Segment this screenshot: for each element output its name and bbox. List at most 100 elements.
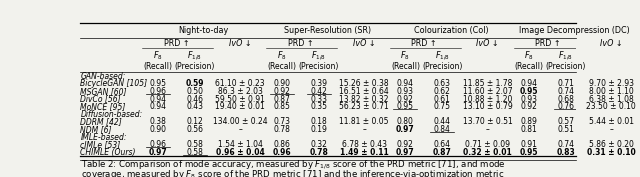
Text: 0.90: 0.90 (149, 125, 166, 134)
Text: PRD ↑: PRD ↑ (287, 39, 313, 48)
Text: (Precision): (Precision) (299, 62, 339, 71)
Text: MoNCE [95]: MoNCE [95] (81, 102, 126, 111)
Text: 6.38 ± 1.08: 6.38 ± 1.08 (589, 95, 634, 104)
Text: 5.86 ± 0.20: 5.86 ± 0.20 (589, 140, 634, 149)
Text: 0.94: 0.94 (520, 79, 538, 88)
Text: (Precision): (Precision) (175, 62, 215, 71)
Text: cIMLe [53]: cIMLe [53] (81, 140, 121, 149)
Text: 16.51 ± 0.64: 16.51 ± 0.64 (339, 87, 389, 96)
Text: 61.10 ± 0.23: 61.10 ± 0.23 (216, 79, 265, 88)
Text: 0.64: 0.64 (434, 140, 451, 149)
Text: 0.94: 0.94 (149, 95, 166, 104)
Text: $F_8$: $F_8$ (401, 49, 410, 62)
Text: 0.97: 0.97 (396, 148, 415, 157)
Text: 23.50 ± 0.10: 23.50 ± 0.10 (586, 102, 636, 111)
Text: 0.61: 0.61 (434, 95, 451, 104)
Text: IvO ↓: IvO ↓ (353, 39, 376, 48)
Text: 0.86: 0.86 (273, 140, 291, 149)
Text: 0.76: 0.76 (557, 102, 574, 111)
Text: PRD ↑: PRD ↑ (164, 39, 189, 48)
Text: 0.43: 0.43 (186, 102, 204, 111)
Text: 0.87: 0.87 (433, 148, 452, 157)
Text: Super-Resolution (SR): Super-Resolution (SR) (284, 26, 371, 35)
Text: 0.84: 0.84 (434, 125, 451, 134)
Text: 0.51: 0.51 (557, 125, 574, 134)
Text: 0.90: 0.90 (273, 79, 291, 88)
Text: 56.23 ± 0.71: 56.23 ± 0.71 (339, 102, 389, 111)
Text: 11.85 ± 1.78: 11.85 ± 1.78 (463, 79, 513, 88)
Text: 86.3 ± 2.03: 86.3 ± 2.03 (218, 87, 262, 96)
Text: 0.35: 0.35 (310, 102, 327, 111)
Text: 1.54 ± 1.04: 1.54 ± 1.04 (218, 140, 262, 149)
Text: 0.80: 0.80 (397, 117, 414, 126)
Text: $F_8$: $F_8$ (153, 49, 163, 62)
Text: 0.81: 0.81 (520, 125, 537, 134)
Text: 0.32: 0.32 (310, 140, 327, 149)
Text: GAN-based:: GAN-based: (81, 72, 126, 81)
Text: 5.44 ± 0.01: 5.44 ± 0.01 (589, 117, 634, 126)
Text: 9.70 ± 2.93: 9.70 ± 2.93 (589, 79, 634, 88)
Text: 0.85: 0.85 (273, 102, 291, 111)
Text: 0.58: 0.58 (186, 148, 204, 157)
Text: 0.78: 0.78 (273, 125, 291, 134)
Text: 0.74: 0.74 (557, 140, 574, 149)
Text: $F_{1/8}$: $F_{1/8}$ (435, 49, 450, 62)
Text: NDM [6]: NDM [6] (81, 125, 112, 134)
Text: Image Decompression (DC): Image Decompression (DC) (519, 26, 630, 35)
Text: IMLE-based:: IMLE-based: (81, 133, 127, 142)
Text: 0.39: 0.39 (310, 79, 327, 88)
Text: 1.49 ± 0.11: 1.49 ± 0.11 (340, 148, 388, 157)
Text: 0.95: 0.95 (397, 102, 414, 111)
Text: 0.71 ± 0.09: 0.71 ± 0.09 (465, 140, 510, 149)
Text: MSGAN [60]: MSGAN [60] (81, 87, 127, 96)
Text: 59.50 ± 0.91: 59.50 ± 0.91 (215, 95, 265, 104)
Text: 0.42: 0.42 (310, 87, 327, 96)
Text: 0.73: 0.73 (273, 117, 291, 126)
Text: 11.81 ± 0.05: 11.81 ± 0.05 (339, 117, 389, 126)
Text: 0.68: 0.68 (557, 95, 574, 104)
Text: (Recall): (Recall) (268, 62, 296, 71)
Text: 0.95: 0.95 (520, 148, 538, 157)
Text: 0.31 ± 0.10: 0.31 ± 0.10 (587, 148, 636, 157)
Text: Colourization (Col): Colourization (Col) (413, 26, 488, 35)
Text: 0.12: 0.12 (186, 117, 203, 126)
Text: PRD ↑: PRD ↑ (411, 39, 436, 48)
Text: 0.92: 0.92 (397, 140, 414, 149)
Text: PRD ↑: PRD ↑ (534, 39, 560, 48)
Text: $F_{1/8}$: $F_{1/8}$ (311, 49, 326, 62)
Text: (Precision): (Precision) (546, 62, 586, 71)
Text: 0.95: 0.95 (149, 79, 166, 88)
Text: 8.00 ± 1.10: 8.00 ± 1.10 (589, 87, 634, 96)
Text: 0.62: 0.62 (434, 87, 451, 96)
Text: 0.78: 0.78 (309, 148, 328, 157)
Text: 0.97: 0.97 (148, 148, 167, 157)
Text: $F_8$: $F_8$ (524, 49, 534, 62)
Text: $F_{1/8}$: $F_{1/8}$ (558, 49, 573, 62)
Text: –: – (609, 125, 613, 134)
Text: $F_8$: $F_8$ (277, 49, 287, 62)
Text: 0.93: 0.93 (397, 87, 414, 96)
Text: 0.96: 0.96 (149, 87, 166, 96)
Text: 0.94: 0.94 (397, 79, 414, 88)
Text: 0.32 ± 0.01: 0.32 ± 0.01 (463, 148, 512, 157)
Text: 0.96: 0.96 (273, 148, 291, 157)
Text: BicycleGAN [105]: BicycleGAN [105] (81, 79, 148, 88)
Text: –: – (362, 125, 366, 134)
Text: 10.88 ± 1.20: 10.88 ± 1.20 (463, 95, 513, 104)
Text: 0.56: 0.56 (186, 125, 204, 134)
Text: 0.33: 0.33 (310, 95, 327, 104)
Text: 0.92: 0.92 (397, 95, 414, 104)
Text: 0.91: 0.91 (520, 140, 538, 149)
Text: 11.60 ± 2.07: 11.60 ± 2.07 (463, 87, 513, 96)
Text: (Precision): (Precision) (422, 62, 463, 71)
Text: 0.96: 0.96 (149, 140, 166, 149)
Text: 0.83: 0.83 (556, 148, 575, 157)
Text: 0.92: 0.92 (273, 87, 291, 96)
Text: Diffusion-based:: Diffusion-based: (81, 110, 143, 119)
Text: DivCo [56]: DivCo [56] (81, 95, 121, 104)
Text: 0.95: 0.95 (520, 87, 538, 96)
Text: $F_{1/8}$: $F_{1/8}$ (188, 49, 202, 62)
Text: (Recall): (Recall) (515, 62, 543, 71)
Text: 0.74: 0.74 (557, 87, 574, 96)
Text: 0.57: 0.57 (557, 117, 574, 126)
